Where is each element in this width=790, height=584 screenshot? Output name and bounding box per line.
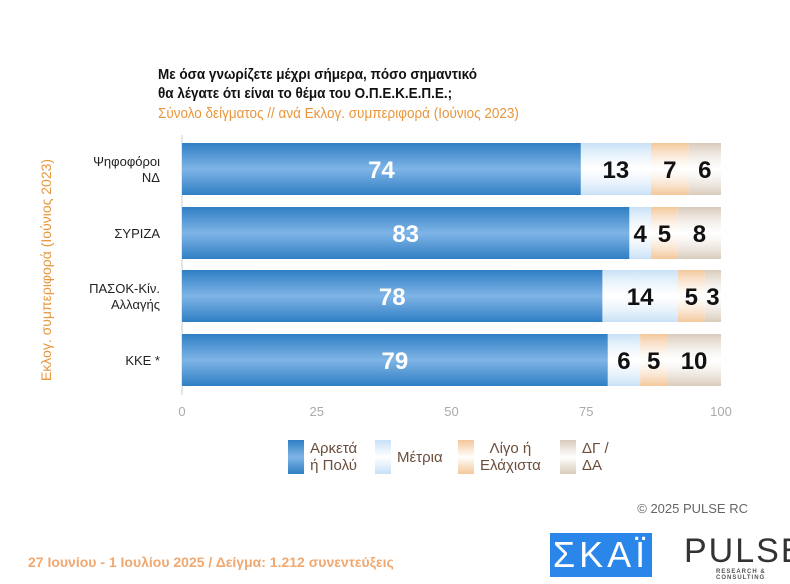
- data-label: 74: [368, 157, 395, 184]
- bar-segment: [629, 207, 651, 259]
- bar-segment: [650, 143, 689, 195]
- x-tick-label: 0: [178, 404, 185, 419]
- bar-segment: [704, 270, 721, 322]
- bar-segment: [182, 207, 630, 259]
- chart-subtitle: Σύνολο δείγματος // ανά Εκλογ. συμπεριφο…: [158, 105, 519, 122]
- category-label: ΚΚΕ *: [125, 353, 160, 368]
- data-label: 4: [633, 221, 647, 248]
- data-label: 6: [617, 348, 630, 375]
- bar-segment: [677, 207, 721, 259]
- skai-logo: ΣΚΑΪ: [550, 533, 652, 577]
- legend-item: ΔΓ / ΔΑ: [560, 440, 609, 474]
- data-label: 78: [379, 284, 406, 311]
- category-label: ΝΔ: [142, 170, 160, 185]
- bar-segment: [640, 334, 668, 386]
- data-label: 83: [392, 221, 419, 248]
- data-label: 5: [658, 221, 671, 248]
- bar-segment: [688, 143, 721, 195]
- data-label: 5: [647, 348, 660, 375]
- bar-segment: [182, 270, 603, 322]
- data-label: 14: [627, 284, 654, 311]
- bar-segment: [580, 143, 651, 195]
- bar-segment: [607, 334, 641, 386]
- copyright: © 2025 PULSE RC: [637, 501, 748, 516]
- category-label: ΠΑΣΟΚ-Κίν.: [89, 281, 160, 296]
- data-label: 10: [681, 348, 708, 375]
- data-label: 7: [663, 157, 676, 184]
- chart-title-line2: θα λέγατε ότι είναι το θέμα του Ο.Π.Ε.Κ.…: [158, 85, 453, 102]
- chart-title-line1: Με όσα γνωρίζετε μέχρι σήμερα, πόσο σημα…: [158, 66, 478, 83]
- data-label: 8: [693, 221, 706, 248]
- bar-segment: [182, 334, 608, 386]
- legend-swatch: [375, 440, 391, 474]
- bar-segment: [667, 334, 721, 386]
- data-label: 79: [382, 348, 409, 375]
- bar-segment: [182, 143, 581, 195]
- x-tick-label: 100: [710, 404, 732, 419]
- category-label: Αλλαγής: [111, 297, 160, 312]
- legend-item: Μέτρια: [375, 440, 443, 474]
- bar-segment: [650, 207, 678, 259]
- legend-swatch: [560, 440, 576, 474]
- pulse-logo: PULSE: [684, 532, 790, 570]
- legend-item: Λίγο ή Ελάχιστα: [458, 440, 541, 474]
- legend-label: ΔΓ / ΔΑ: [582, 440, 609, 474]
- data-label: 6: [698, 157, 711, 184]
- bar-segment: [602, 270, 678, 322]
- legend-swatch: [288, 440, 304, 474]
- legend-item: Αρκετά ή Πολύ: [288, 440, 357, 474]
- pulse-logo-subtitle: RESEARCH & CONSULTING: [716, 569, 766, 581]
- footer-note: 27 Ιουνίου - 1 Ιουλίου 2025 / Δείγμα: 1.…: [28, 554, 394, 570]
- x-tick-label: 50: [444, 404, 458, 419]
- bar-segment: [677, 270, 705, 322]
- data-label: 5: [685, 284, 698, 311]
- legend-label: Αρκετά ή Πολύ: [310, 440, 358, 474]
- legend-swatch: [458, 440, 474, 474]
- x-tick-label: 75: [579, 404, 593, 419]
- data-label: 13: [603, 157, 630, 184]
- category-label: Ψηφοφόροι: [93, 154, 160, 169]
- category-label: ΣΥΡΙΖΑ: [114, 226, 160, 241]
- legend-label: Μέτρια: [397, 448, 443, 466]
- legend-label: Λίγο ή Ελάχιστα: [480, 440, 541, 474]
- data-label: 3: [706, 284, 719, 311]
- x-tick-label: 25: [310, 404, 324, 419]
